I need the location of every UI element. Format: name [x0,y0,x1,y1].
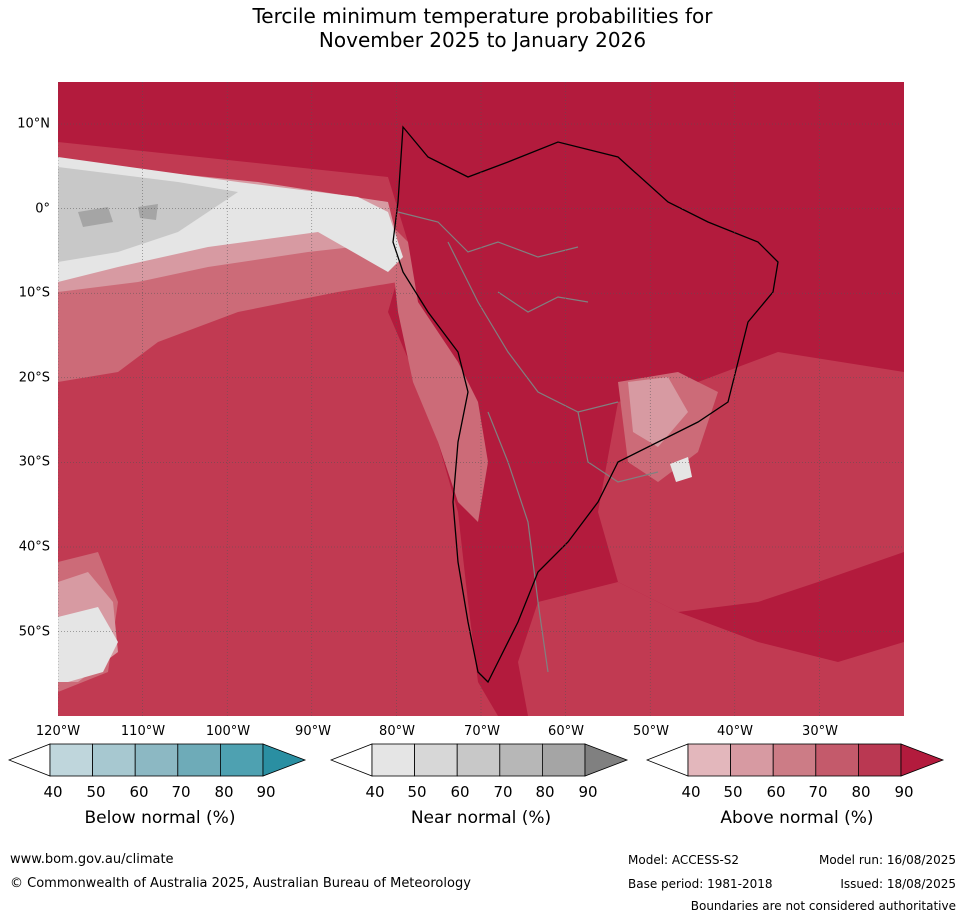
colorbar-segment [92,743,136,777]
above-tick-80: 80 [851,783,871,801]
lon-label-30w: 30°W [802,724,838,739]
above-tick-70: 70 [808,783,828,801]
title-line-2: November 2025 to January 2026 [318,28,647,52]
colorbar-segment [177,743,221,777]
colorbar-near-svg [329,743,629,777]
above-tick-40: 40 [681,783,701,801]
below-tick-40: 40 [43,783,63,801]
lon-label-70w: 70°W [464,724,500,739]
probability-map [58,82,904,716]
atlantic-near-light [670,457,692,482]
colorbar-segment [730,743,774,777]
colorbar-segment [857,743,902,777]
lon-label-50w: 50°W [633,724,669,739]
near-normal-title: Near normal (%) [410,808,552,828]
colorbar-extend-low [7,743,51,777]
colorbar-extend-low [645,743,689,777]
lon-label-120w: 120°W [35,724,81,739]
colorbar-above-svg [645,743,945,777]
colorbar-segment [499,743,543,777]
colorbar-below-svg [7,743,307,777]
below-tick-50: 50 [86,783,106,801]
colorbar-segment [219,743,264,777]
chart-title: Tercile minimum temperature probabilitie… [0,4,965,52]
below-normal-title: Below normal (%) [84,808,236,828]
colorbar-segment [414,743,458,777]
lat-label-40s: 40°S [18,539,50,555]
country-borders [397,211,659,673]
near-tick-40: 40 [365,783,385,801]
map-gridlines [58,82,904,716]
copyright: © Commonwealth of Australia 2025, Austra… [10,876,471,891]
above-normal-title: Above normal (%) [720,808,874,828]
lat-label-30s: 30°S [18,454,50,470]
colorbar-segment [541,743,586,777]
equatorial-near-dark-2 [138,204,158,220]
near-tick-90: 90 [578,783,598,801]
south-near-light [58,607,118,682]
colorbar-below-normal [7,743,310,787]
equatorial-near-dark-1 [78,207,113,227]
colorbar-segment [456,743,501,777]
below-tick-90: 90 [256,783,276,801]
colorbar-extend-low [329,743,373,777]
near-tick-80: 80 [535,783,555,801]
below-tick-80: 80 [214,783,234,801]
model-name: Model: ACCESS-S2 [628,853,740,867]
colorbar-segment [371,743,415,777]
near-tick-60: 60 [450,783,470,801]
website-link[interactable]: www.bom.gov.au/climate [10,852,174,867]
colorbar-extend-high [584,743,629,777]
lon-label-80w: 80°W [379,724,415,739]
title-line-1: Tercile minimum temperature probabilitie… [252,4,713,28]
lon-label-40w: 40°W [717,724,753,739]
south-america-coastline [392,125,779,684]
below-tick-60: 60 [129,783,149,801]
colorbar-segment [815,743,859,777]
lon-label-100w: 100°W [205,724,251,739]
colorbar-extend-high [900,743,945,777]
base-period: Base period: 1981-2018 [628,877,773,891]
above-tick-50: 50 [723,783,743,801]
colorbar-segment [687,743,731,777]
colorbar-near-normal [329,743,632,787]
colorbar-segment [772,743,817,777]
boundaries-disclaimer: Boundaries are not considered authoritat… [690,899,956,913]
lon-label-60w: 60°W [548,724,584,739]
map-svg [58,82,904,716]
colorbar-segment [49,743,93,777]
colorbar-extend-high [262,743,307,777]
below-tick-70: 70 [171,783,191,801]
above-tick-60: 60 [766,783,786,801]
lat-label-0: 0° [35,201,50,217]
issued-date: Issued: 18/08/2025 [840,877,956,891]
lon-label-90w: 90°W [295,724,331,739]
coast-light-red [388,222,488,522]
colorbar-above-normal [645,743,948,787]
brazil-pale-pink [628,377,688,447]
model-run-date: Model run: 16/08/2025 [818,853,956,867]
lat-label-10s: 10°S [18,285,50,301]
colorbar-segment [134,743,179,777]
above-tick-90: 90 [894,783,914,801]
lat-label-10n: 10°N [17,116,50,132]
near-tick-70: 70 [493,783,513,801]
near-tick-50: 50 [407,783,427,801]
lon-label-110w: 110°W [120,724,166,739]
lat-label-50s: 50°S [18,624,50,640]
southern-mid-red [518,582,904,716]
lat-label-20s: 20°S [18,370,50,386]
